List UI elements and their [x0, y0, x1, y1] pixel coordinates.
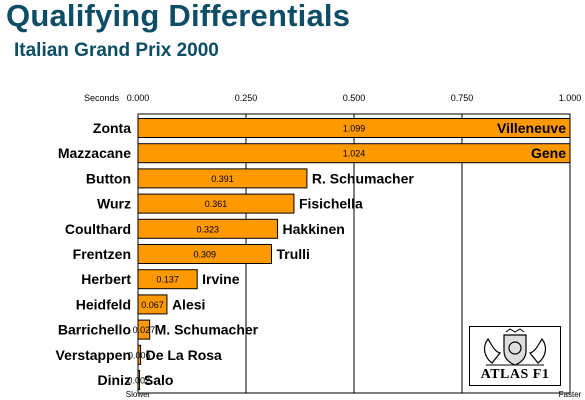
faster-driver-label: Salo: [144, 372, 174, 388]
driver-label: Coulthard: [65, 221, 131, 237]
bar: [137, 168, 308, 189]
bar: [137, 244, 272, 264]
bar-rows: Zonta 1.099 Villeneuve Mazzacane 1.024 Gene Bu…: [56, 118, 571, 390]
x-axis-start-label: Slower: [126, 390, 151, 399]
x-tick-label: 0.750: [451, 93, 474, 103]
faster-driver-label: Hakkinen: [283, 221, 345, 237]
faster-driver-label: Fisichella: [299, 196, 363, 212]
driver-label: Heidfeld: [76, 296, 131, 312]
faster-driver-label: M. Schumacher: [155, 322, 259, 338]
faster-driver-label: Alesi: [172, 296, 205, 312]
bar: [137, 319, 151, 340]
value-label: 0.006: [128, 350, 151, 360]
value-label: 0.137: [156, 275, 179, 285]
bar: [137, 218, 279, 239]
value-label: 0.361: [205, 199, 228, 209]
faster-driver-label: De La Rosa: [146, 347, 222, 363]
driver-label: Zonta: [93, 120, 131, 136]
value-label: 0.002: [127, 376, 150, 386]
driver-label: Button: [86, 170, 131, 186]
bar: [137, 193, 295, 214]
bar: [137, 269, 198, 290]
driver-label: Barrichello: [58, 322, 131, 338]
driver-label: Frentzen: [73, 246, 131, 262]
x-axis-ticks: 0.000 0.250 0.500 0.750 1.000: [127, 93, 582, 103]
driver-label: Wurz: [97, 196, 131, 212]
chart-title: Qualifying Differentials: [6, 0, 351, 33]
driver-label: Verstappen: [56, 347, 131, 363]
x-tick-label: 1.000: [559, 93, 582, 103]
atlas-f1-crest-icon: [483, 328, 547, 366]
value-label: 0.067: [141, 300, 164, 310]
value-label: 0.027: [133, 325, 156, 335]
bar: [137, 118, 571, 138]
value-label: 0.309: [193, 250, 216, 260]
chart-subtitle: Italian Grand Prix 2000: [14, 40, 219, 61]
bar: [137, 143, 571, 164]
x-tick-label: 0.250: [235, 93, 258, 103]
faster-driver-label: Gene: [531, 145, 566, 161]
x-tick-label: 0.000: [127, 93, 150, 103]
x-axis-end-label: Faster: [559, 390, 582, 399]
bar: [137, 344, 142, 365]
x-tick-label: 0.500: [343, 93, 366, 103]
atlas-f1-logo: ATLAS F1: [469, 326, 561, 386]
value-label: 1.024: [343, 149, 366, 159]
driver-label: Mazzacane: [58, 145, 131, 161]
logo-text: ATLAS F1: [480, 367, 550, 382]
driver-label: Diniz: [98, 372, 131, 388]
bar: [137, 370, 140, 390]
driver-label: Herbert: [81, 271, 131, 287]
bar: [137, 294, 168, 315]
x-axis-label: Seconds: [84, 93, 120, 103]
value-label: 0.323: [197, 224, 220, 234]
faster-driver-label: Villeneuve: [497, 120, 566, 136]
faster-driver-label: Trulli: [276, 246, 309, 262]
faster-driver-label: R. Schumacher: [312, 170, 414, 186]
value-label: 0.391: [211, 174, 234, 184]
faster-driver-label: Irvine: [202, 271, 240, 287]
value-label: 1.099: [343, 124, 366, 134]
